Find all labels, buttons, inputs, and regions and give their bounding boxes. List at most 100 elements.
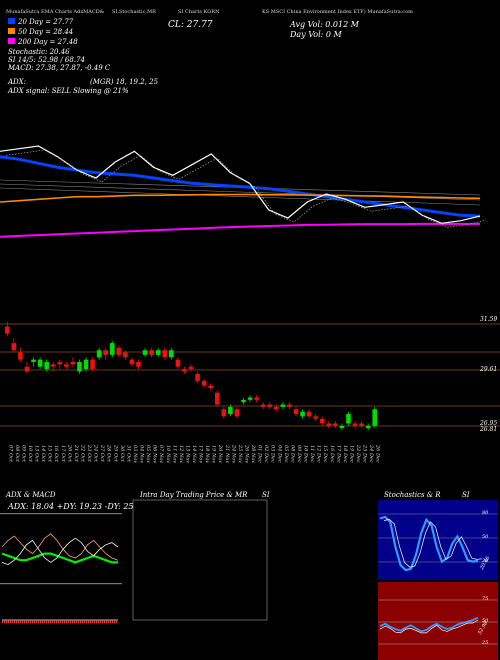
price-tick-3: 26.95 xyxy=(480,420,498,427)
stochastic-signal-line xyxy=(383,518,483,568)
candle-body xyxy=(83,359,89,370)
price-tick-1: 31.59 xyxy=(480,316,498,323)
candle-body xyxy=(149,350,154,355)
date-label: 23 Dec xyxy=(362,444,368,463)
date-label: 23 Oct xyxy=(86,444,92,463)
candle-body xyxy=(103,350,108,355)
ema-line-50-day xyxy=(0,193,481,203)
header-mid: SI,Stochastic,MR xyxy=(112,9,156,15)
stochastics-panel-si: SI xyxy=(462,491,470,499)
date-label: 01 Dec xyxy=(257,445,263,463)
candle-body xyxy=(333,423,338,426)
date-label: 25 Nov xyxy=(237,444,243,463)
stochastics-panel-title: Stochastics & R xyxy=(384,491,441,499)
candle-body xyxy=(109,343,115,355)
close-price: CL: 27.77 xyxy=(168,20,213,30)
candle-body xyxy=(123,352,128,358)
candle-body xyxy=(260,404,266,407)
adx-panel-values: ADX: 18.04 +DY: 19.23 -DY: 25 xyxy=(8,502,134,511)
price-trail-line xyxy=(5,149,487,228)
rsi-signal-line xyxy=(379,619,479,634)
date-label: 04 Dec xyxy=(276,445,282,463)
candle-body xyxy=(90,359,95,370)
intraday-panel-si: SI xyxy=(262,491,270,499)
date-label: 13 Nov xyxy=(184,445,190,463)
stochastic-line xyxy=(379,515,479,572)
candle-body xyxy=(247,397,253,400)
rsi-line xyxy=(379,616,479,633)
day-volume: Day Vol: 0 M xyxy=(290,30,342,39)
candle-body xyxy=(4,326,10,334)
date-label: 07 Nov xyxy=(158,445,164,463)
date-label: 03 Nov xyxy=(132,445,138,463)
date-label: 15 Oct xyxy=(47,445,53,463)
adx-panel-title: ADX & MACD xyxy=(6,491,56,499)
date-label: 05 Nov xyxy=(145,445,151,463)
candle-body xyxy=(116,347,122,355)
candle-body xyxy=(188,366,194,370)
ema200-legend: 200 Day = 27.48 xyxy=(8,38,78,46)
date-label: 15 Dec xyxy=(322,445,328,463)
candle-body xyxy=(182,369,187,372)
date-label: 12 Dec xyxy=(316,445,322,463)
date-label: 20 Nov xyxy=(217,444,223,463)
date-label: 14 Oct xyxy=(40,445,46,463)
candle-body xyxy=(346,414,351,424)
header-right: KS MSCI China Environment Index ETF) Mun… xyxy=(262,9,413,15)
date-label: 19 Dec xyxy=(348,445,354,463)
date-label: 10 Nov xyxy=(165,445,171,463)
candle-body xyxy=(221,409,227,417)
adx-line-dy xyxy=(1,537,119,566)
rsi-tick-75: 75 xyxy=(482,596,489,602)
date-label: 20 Oct xyxy=(66,444,72,463)
candle-body xyxy=(77,362,82,372)
date-label: 22 Dec xyxy=(355,444,361,463)
date-label: 04 Nov xyxy=(139,445,145,463)
date-label: 11 Dec xyxy=(309,445,315,463)
date-label: 10 Oct xyxy=(27,445,33,463)
candle-body xyxy=(129,359,135,365)
ema-line-200-day xyxy=(0,222,480,238)
candle-body xyxy=(96,350,102,358)
date-label: 21 Nov xyxy=(224,444,230,463)
date-label: 14 Nov xyxy=(191,445,197,463)
candle-body xyxy=(136,362,141,367)
candle-body xyxy=(372,409,378,426)
candle-body xyxy=(37,359,43,367)
candle-body xyxy=(195,373,200,381)
date-label: 03 Dec xyxy=(270,445,276,463)
date-label: 24 Oct xyxy=(93,444,99,463)
rsi-panel-bg xyxy=(378,582,498,660)
date-label: 16 Dec xyxy=(329,445,335,463)
adx-line-dy xyxy=(1,533,119,561)
date-label: 19 Nov xyxy=(211,445,217,463)
ema-line-20-day xyxy=(0,155,481,218)
date-label: 29 Oct xyxy=(112,444,118,463)
ema50-legend: 50 Day = 28.44 xyxy=(8,28,73,36)
intraday-panel-frame xyxy=(132,499,268,621)
candle-body xyxy=(201,380,207,386)
header-mid2: SI Charts KGRN xyxy=(178,9,220,15)
candle-body xyxy=(142,350,148,355)
date-label: 18 Dec xyxy=(342,445,348,463)
price-tick-4: 26.81 xyxy=(480,426,498,433)
candle-body xyxy=(169,350,174,358)
date-label: 07 Oct xyxy=(7,445,13,463)
adx-divider xyxy=(0,583,122,585)
price-tick-2: 29.61 xyxy=(480,366,498,373)
adx-values: (MGR) 18, 19.2, 25 xyxy=(90,78,159,86)
candle-body xyxy=(44,362,49,370)
date-label: 17 Dec xyxy=(335,445,341,463)
date-label: 06 Nov xyxy=(152,445,158,463)
candle-body xyxy=(306,411,312,417)
candle-body xyxy=(228,406,233,414)
candle-body xyxy=(254,397,259,400)
candle-body xyxy=(11,343,17,351)
candle-body xyxy=(326,423,332,426)
adx-signal: ADX signal: SELL Slowing @ 21% xyxy=(8,87,129,95)
date-label: 28 Nov xyxy=(250,444,256,463)
candle-body xyxy=(162,350,168,358)
adx-line-adx xyxy=(1,552,118,564)
candle-body xyxy=(241,399,246,403)
